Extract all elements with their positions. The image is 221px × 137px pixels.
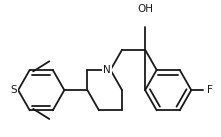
Text: OH: OH: [137, 4, 153, 14]
Text: S: S: [10, 85, 17, 95]
Text: F: F: [207, 85, 213, 95]
Text: N: N: [103, 65, 110, 75]
